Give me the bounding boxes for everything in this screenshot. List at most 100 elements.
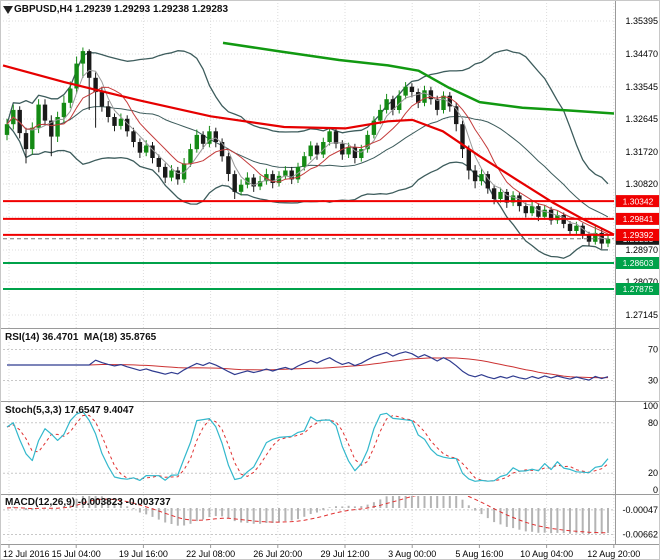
candle-body [175, 170, 180, 180]
candle-body [302, 156, 307, 167]
axis-tick-label: 1.30820 [625, 179, 658, 189]
trend-ma-line [222, 41, 615, 115]
candle-body [428, 90, 434, 100]
macd-indicator-label: MACD(12,26,9) -0.003823 -0.003737 [5, 497, 171, 508]
date-axis-label: 22 Jul 08:00 [186, 549, 235, 559]
stoch-panel [6, 411, 609, 482]
candle-body [352, 147, 358, 158]
candle-body [390, 99, 396, 110]
candle-body [99, 92, 105, 107]
candle-body [422, 90, 427, 103]
date-axis-label: 19 Jul 16:00 [119, 549, 168, 559]
candle-body [131, 131, 136, 142]
candle-body [536, 206, 541, 217]
trend-ma-line [2, 64, 615, 236]
candle-body [181, 163, 187, 180]
price-level-tag: 1.27875 [616, 283, 659, 295]
price-level-tag: 1.29841 [616, 212, 659, 225]
candle-body [200, 134, 206, 144]
candle-body [371, 120, 377, 135]
candle-body [68, 88, 73, 103]
candle-body [472, 170, 478, 182]
candle-body [188, 149, 193, 164]
candle-body [23, 133, 29, 150]
candle-body [365, 134, 370, 150]
axis-tick-label: 20 [648, 468, 658, 478]
candle-body [163, 166, 168, 178]
candle-body [49, 120, 54, 137]
candle-body [321, 142, 326, 155]
candle-body [580, 225, 585, 235]
candle-body [314, 145, 320, 155]
axis-tick-label: -0.00662 [622, 529, 658, 539]
candle-body [460, 124, 465, 150]
candle-body [333, 131, 339, 144]
axis-tick-label: 70 [648, 345, 658, 355]
candle-body [213, 131, 218, 142]
price-level-tag: 1.28603 [616, 257, 659, 269]
candle-body [574, 225, 579, 231]
candle-body [137, 142, 143, 153]
candle-body [447, 95, 452, 107]
candle-body [112, 117, 117, 126]
main-price-panel [2, 41, 615, 290]
candle-body [384, 99, 389, 110]
candle-body [529, 206, 535, 214]
candle-body [61, 102, 67, 118]
candle-body [289, 170, 294, 180]
candle-body [4, 124, 10, 135]
candle-body [264, 174, 269, 182]
axis-tick-label: 1.33545 [625, 82, 658, 92]
candle-body [283, 170, 288, 176]
candle-body [586, 234, 592, 242]
stoch-indicator-label: Stoch(5,3,3) 17.6547 9.4047 [5, 405, 134, 416]
axis-tick-label: 100 [643, 401, 658, 411]
price-level-tag-label: 1.28603 [623, 258, 654, 268]
price-level-tag-label: 1.30342 [623, 196, 654, 206]
chart-corner-triangle-icon[interactable] [3, 6, 13, 14]
date-axis-label: 10 Aug 04:00 [520, 549, 573, 559]
candle-body [416, 92, 421, 103]
price-level-tag-label: 1.29841 [623, 214, 654, 224]
candle-body [567, 223, 573, 231]
axis-tick-label: 1.32645 [625, 114, 658, 124]
candle-body [93, 77, 98, 93]
axis-tick-label: 1.34470 [625, 49, 658, 59]
candle-body [308, 145, 313, 157]
candle-body [36, 104, 41, 128]
date-axis-label: 29 Jul 12:00 [320, 549, 369, 559]
price-level-tag-label: 1.29392 [623, 230, 654, 240]
candle-body [257, 181, 263, 187]
axis-tick-label: -0.00047 [622, 505, 658, 515]
axis-tick-label: 30 [648, 376, 658, 386]
axis-tick-label: 1.28970 [625, 245, 658, 255]
candle-body [397, 95, 402, 110]
candle-body [409, 86, 415, 92]
candle-body [548, 209, 554, 221]
candle-body [378, 109, 383, 121]
candle-body [80, 51, 86, 64]
rsi-indicator-label: RSI(14) 36.4701 MA(18) 35.8765 [5, 332, 157, 343]
candle-body [479, 174, 484, 182]
candle-body [327, 131, 332, 142]
candle-body [226, 156, 231, 174]
candle-body [435, 99, 440, 110]
candle-body [605, 238, 611, 244]
candle-body [238, 184, 244, 192]
candle-body [504, 191, 509, 203]
axis-tick-label: 1.35395 [625, 16, 658, 26]
candle-body [74, 63, 79, 89]
axis-tick-label: 0 [653, 485, 658, 495]
candle-body [346, 147, 351, 155]
price-level-tag-label: 1.27875 [623, 284, 654, 294]
candle-body [466, 149, 471, 171]
candle-body [125, 118, 130, 132]
candle-body [156, 158, 161, 167]
candle-body [106, 106, 111, 117]
date-axis-label: 3 Aug 00:00 [388, 549, 436, 559]
date-axis-label: 26 Jul 20:00 [253, 549, 302, 559]
candle-body [169, 170, 174, 178]
candle-body [523, 206, 528, 214]
